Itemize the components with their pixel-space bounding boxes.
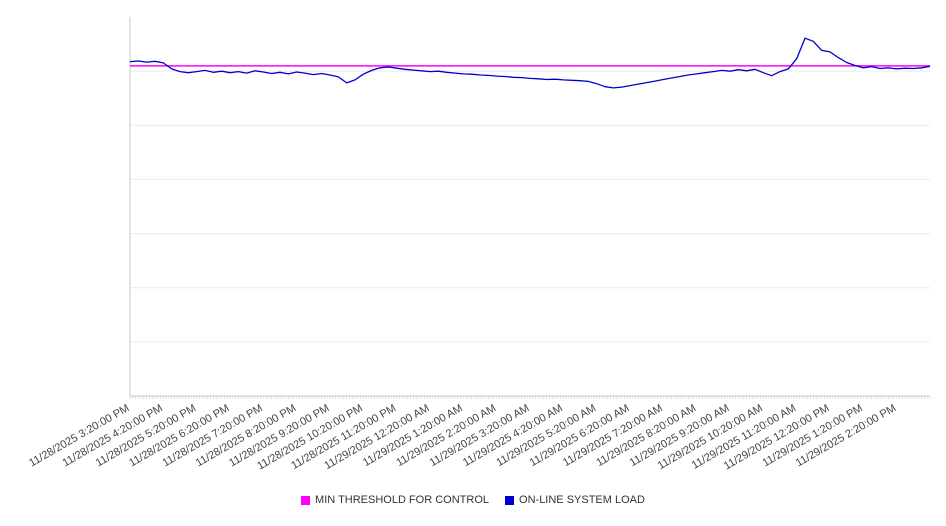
legend-label-system-load: ON-LINE SYSTEM LOAD <box>519 494 645 506</box>
load-chart: 11/28/2025 3:20:00 PM 11/28/2025 4:20:00 … <box>27 17 931 472</box>
x-axis-ticks <box>129 396 931 399</box>
legend-item-min-threshold[interactable]: MIN THRESHOLD FOR CONTROL <box>301 494 489 506</box>
system-load-swatch-icon <box>505 495 515 505</box>
chart-legend: MIN THRESHOLD FOR CONTROL ON-LINE SYSTEM… <box>0 494 946 506</box>
legend-label-min-threshold: MIN THRESHOLD FOR CONTROL <box>315 494 490 506</box>
system-load-line <box>129 37 931 89</box>
legend-item-system-load[interactable]: ON-LINE SYSTEM LOAD <box>505 494 645 506</box>
min-threshold-swatch-icon <box>301 495 311 505</box>
